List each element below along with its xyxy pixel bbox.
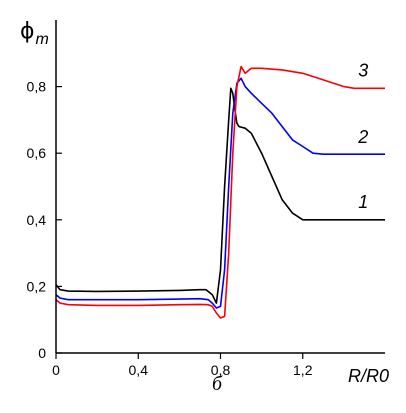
- curve-label-1: 1: [358, 192, 368, 212]
- y-axis-label-sub: m: [36, 31, 49, 48]
- y-axis-label-main: ϕ: [20, 19, 35, 44]
- curve-3: [55, 65, 385, 319]
- curve-1: [55, 87, 385, 304]
- curve-2: [55, 77, 385, 309]
- curve-labels: 1 2 3: [357, 61, 368, 213]
- y-tick-label: 0,8: [27, 79, 47, 95]
- x-tick-label: 1,2: [293, 362, 313, 378]
- y-tick-label: 0: [38, 345, 46, 361]
- curve-label-2: 2: [357, 127, 368, 147]
- panel-label: б: [212, 373, 223, 395]
- x-tick-label: 0,4: [129, 362, 149, 378]
- x-axis-label: R/R0: [348, 366, 389, 386]
- x-tick-label: 0: [52, 362, 60, 378]
- curves: [55, 65, 385, 319]
- y-tick-label: 0,4: [27, 212, 47, 228]
- y-tick-label: 0,6: [27, 145, 47, 161]
- curve-label-3: 3: [358, 61, 368, 81]
- x-ticks: 0 0,4 0,8 1,2: [52, 353, 313, 378]
- y-ticks: 0 0,2 0,4 0,6 0,8: [27, 79, 62, 361]
- x-tick-label: 0,8: [211, 362, 231, 378]
- y-axis-label: ϕm: [20, 19, 49, 48]
- y-tick-label: 0,2: [27, 278, 47, 294]
